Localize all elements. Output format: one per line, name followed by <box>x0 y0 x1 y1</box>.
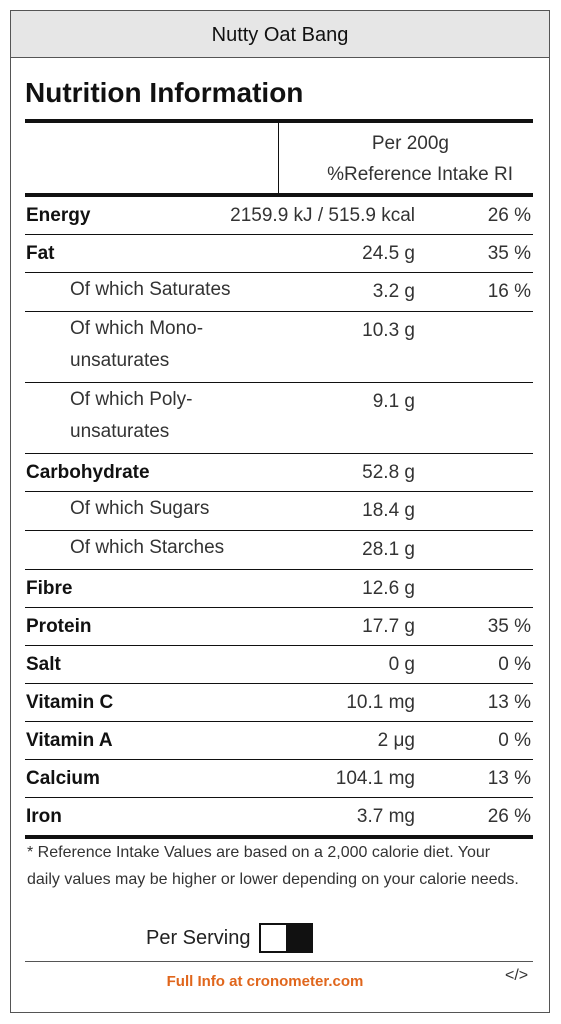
nutrient-amount: 12.6 g <box>362 578 415 599</box>
nutrient-amount: 3.2 g <box>372 281 415 302</box>
nutrition-label: Nutty Oat Bang Nutrition Information Per… <box>10 10 550 1013</box>
nutrient-amount: 3.7 mg <box>356 806 415 827</box>
nutrient-amount: 18.4 g <box>362 500 415 521</box>
nutrient-name: Iron <box>26 806 62 827</box>
nutrient-name: Vitamin A <box>26 730 113 751</box>
embed-button[interactable]: </> <box>505 967 529 984</box>
nutrient-row: Of which Poly-unsaturates 9.1 g <box>25 382 533 453</box>
nutrient-name: Of which Mono-unsaturates <box>70 318 204 371</box>
nutrient-amount: 28.1 g <box>362 539 415 560</box>
nutrient-row: Iron 3.7 mg 26 % <box>25 797 533 835</box>
nutrient-ri: 26 % <box>487 806 531 827</box>
nutrient-amount: 52.8 g <box>362 462 415 483</box>
toggle-label: Per Serving <box>146 926 251 949</box>
nutrient-row: Energy 2159.9 kJ / 515.9 kcal 26 % <box>25 197 533 234</box>
nutrient-ri: 13 % <box>487 692 531 713</box>
nutrient-name: Salt <box>26 654 61 675</box>
nutrient-row: Fat 24.5 g 35 % <box>25 234 533 272</box>
nutrient-row: Protein 17.7 g 35 % <box>25 607 533 645</box>
nutrient-ri: 13 % <box>487 768 531 789</box>
label-title: Nutrition Information <box>25 77 304 108</box>
nutrient-amount: 2 μg <box>377 730 415 751</box>
nutrient-name: Calcium <box>26 768 100 789</box>
nutrient-row: Vitamin A 2 μg 0 % <box>25 721 533 759</box>
nutrient-amount: 10.3 g <box>362 320 415 341</box>
nutrient-name: Fibre <box>26 578 73 599</box>
toggle-switch[interactable] <box>258 923 313 953</box>
nutrient-row: Of which Saturates 3.2 g 16 % <box>25 272 533 311</box>
nutrient-name: Vitamin C <box>26 692 114 713</box>
nutrient-amount: 0 g <box>388 654 415 675</box>
rows: Energy 2159.9 kJ / 515.9 kcal 26 % Fat 24.5 … <box>25 197 533 835</box>
nutrient-amount: 9.1 g <box>372 391 415 412</box>
nutrient-row: Vitamin C 10.1 mg 13 % <box>25 683 533 721</box>
nutrient-ri: 0 % <box>498 654 531 675</box>
rule <box>25 835 533 839</box>
nutrient-row: Salt 0 g 0 % <box>25 645 533 683</box>
nutrient-amount: 10.1 mg <box>346 692 415 713</box>
nutrient-row: Of which Mono-unsaturates 10.3 g <box>25 311 533 382</box>
rule <box>25 961 533 962</box>
nutrient-name: Protein <box>26 616 92 637</box>
nutrient-amount: 2159.9 kJ / 515.9 kcal <box>230 205 415 226</box>
food-title: Nutty Oat Bang <box>11 11 549 58</box>
nutrient-name: Carbohydrate <box>26 462 150 483</box>
nutrient-amount: 104.1 mg <box>335 768 415 789</box>
ri-header: %Reference Intake RI <box>327 164 513 185</box>
divider <box>278 123 279 193</box>
nutrient-ri: 0 % <box>498 730 531 751</box>
nutrient-row: Of which Sugars 18.4 g <box>25 491 533 530</box>
nutrient-name: Of which Starches <box>70 537 225 558</box>
nutrient-name: Of which Poly-unsaturates <box>70 389 193 442</box>
nutrient-row: Of which Starches 28.1 g <box>25 530 533 569</box>
nutrient-ri: 35 % <box>487 616 531 637</box>
nutrient-name: Of which Sugars <box>70 498 210 519</box>
serving-toggle[interactable]: Per Serving <box>146 923 313 953</box>
amount-header: Per 200g <box>371 133 449 154</box>
nutrient-amount: 17.7 g <box>362 616 415 637</box>
nutrient-row: Fibre 12.6 g <box>25 569 533 607</box>
rule <box>25 193 533 197</box>
nutrient-ri: 35 % <box>487 243 531 264</box>
nutrient-row: Carbohydrate 52.8 g <box>25 453 533 491</box>
nutrient-ri: 26 % <box>487 205 531 226</box>
footer-link[interactable]: Full Info at cronometer.com <box>166 973 364 990</box>
nutrient-name: Of which Saturates <box>70 279 231 300</box>
nutrient-name: Energy <box>26 205 91 226</box>
nutrient-row: Calcium 104.1 mg 13 % <box>25 759 533 797</box>
nutrient-ri: 16 % <box>487 281 531 302</box>
nutrient-name: Fat <box>26 243 55 264</box>
footnote: * Reference Intake Values are based on a… <box>27 844 519 888</box>
nutrient-amount: 24.5 g <box>362 243 415 264</box>
nutrition-table: Per 200g %Reference Intake RI Energy 2159… <box>25 119 533 839</box>
column-header: Per 200g %Reference Intake RI <box>25 123 533 193</box>
rule <box>25 119 533 123</box>
